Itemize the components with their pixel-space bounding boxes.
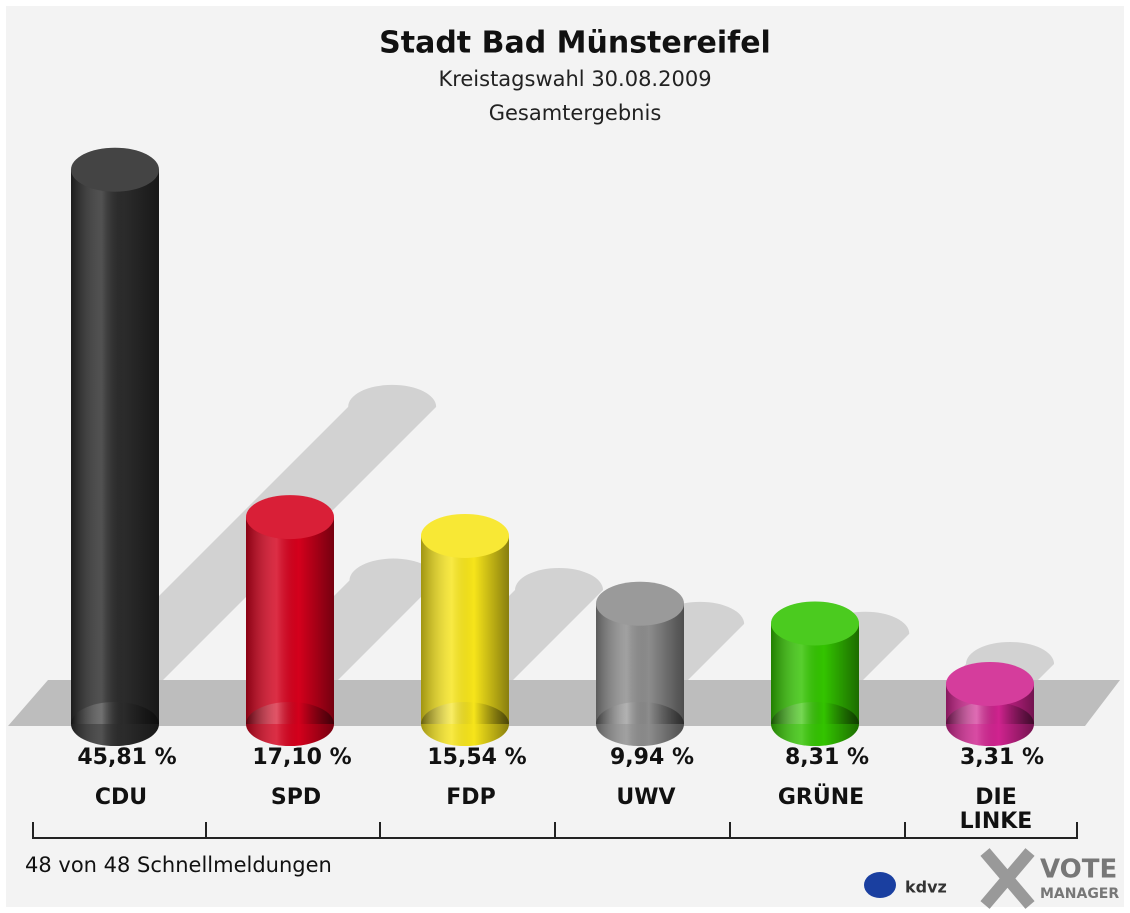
value-label: 3,31 % — [960, 745, 1044, 770]
background — [6, 6, 1124, 907]
bar-top-shade — [421, 513, 509, 558]
bar-top — [421, 513, 509, 558]
logo-text: MANAGER — [1040, 886, 1119, 902]
value-label: 17,10 % — [252, 745, 352, 770]
bar-top — [246, 495, 334, 540]
chart-subtitle: Gesamtergebnis — [489, 101, 662, 125]
bar-top-shade — [596, 581, 684, 626]
bracket — [32, 822, 1078, 839]
value-label: 9,94 % — [610, 745, 694, 770]
value-label: 8,31 % — [785, 745, 869, 770]
value-label: 45,81 % — [77, 745, 177, 770]
logo-ball — [864, 872, 896, 898]
bar-top-shade — [771, 601, 859, 646]
x-tick-label: UWV — [616, 785, 676, 810]
bar — [946, 661, 1034, 746]
x-tick-label: CDU — [94, 785, 148, 810]
value-label: 15,54 % — [427, 745, 527, 770]
footnote: 48 von 48 Schnellmeldungen — [25, 853, 332, 877]
x-tick-label: GRÜNE — [777, 785, 865, 810]
bar — [246, 495, 334, 746]
bar-top — [71, 147, 159, 192]
logo-text: kdvz — [905, 878, 947, 897]
bars — [71, 147, 1034, 746]
bar — [71, 147, 159, 746]
chart-title: Stadt Bad Münstereifel — [379, 26, 771, 61]
bar-shade — [421, 535, 509, 724]
bar — [596, 581, 684, 746]
bar — [771, 601, 859, 746]
bar-top-shade — [71, 147, 159, 192]
x-tick-label: DIE LINKE — [959, 785, 1033, 834]
logo-text: VOTE — [1040, 855, 1117, 885]
x-tick-label: SPD — [270, 785, 322, 810]
bar-top-shade — [246, 495, 334, 540]
bar-top-shade — [946, 661, 1034, 706]
bar-shade — [246, 517, 334, 724]
logo-cross — [980, 848, 1035, 909]
x-tick-label: FDP — [446, 785, 496, 810]
bar — [421, 513, 509, 746]
bar-shade — [71, 169, 159, 725]
chart-subtitle: Kreistagswahl 30.08.2009 — [438, 67, 711, 91]
bar-top — [771, 601, 859, 646]
bar-top — [596, 581, 684, 626]
bar-top — [946, 661, 1034, 706]
